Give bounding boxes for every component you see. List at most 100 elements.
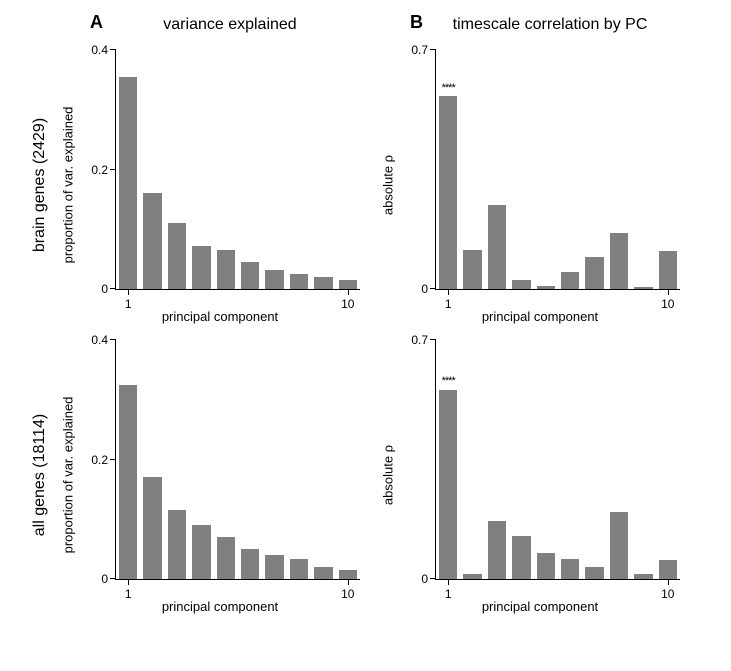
x-tick (668, 579, 669, 585)
bar (512, 280, 530, 289)
bar (610, 512, 628, 579)
y-tick (110, 578, 116, 579)
bar (241, 549, 259, 579)
x-tick-label: 10 (341, 587, 354, 601)
bar (488, 205, 506, 289)
y-axis-label: absolute ρ (381, 445, 396, 505)
bar (192, 525, 210, 579)
bar (290, 559, 308, 579)
x-tick-label: 1 (125, 297, 132, 311)
col-title-B: timescale correlation by PC (453, 16, 648, 34)
significance-label: **** (442, 375, 455, 387)
y-tick-label: 0.2 (91, 163, 108, 177)
y-tick-label: 0.7 (411, 333, 428, 347)
bar (585, 257, 603, 289)
y-tick (430, 578, 436, 579)
x-axis-label: principal component (162, 309, 278, 324)
bar (512, 536, 530, 579)
y-tick (430, 288, 436, 289)
bar (585, 567, 603, 579)
bar (143, 193, 161, 289)
x-axis-label: principal component (482, 599, 598, 614)
row-label-all-text: all genes (18114) (31, 414, 49, 536)
bar (537, 553, 555, 579)
y-tick (110, 339, 116, 340)
plot-area: 00.7110**** (435, 340, 680, 580)
row-label-brain: brain genes (2429) (20, 40, 60, 330)
figure-grid: A variance explained B timescale correla… (0, 0, 731, 630)
panel-letter-A: A (90, 12, 103, 33)
y-tick-label: 0 (421, 572, 428, 586)
row-label-brain-text: brain genes (2429) (31, 118, 49, 252)
y-tick-label: 0 (421, 282, 428, 296)
y-tick (430, 339, 436, 340)
y-tick-label: 0.4 (91, 43, 108, 57)
bar (339, 570, 357, 579)
plot-area: 00.20.4110 (115, 50, 360, 290)
bar (488, 521, 506, 579)
col-header-A: A variance explained (60, 10, 380, 40)
y-tick (430, 49, 436, 50)
y-tick (110, 49, 116, 50)
x-tick (128, 579, 129, 585)
y-tick-label: 0 (101, 282, 108, 296)
col-title-A: variance explained (163, 16, 296, 34)
y-tick (110, 288, 116, 289)
bar (168, 510, 186, 579)
y-axis-label: proportion of var. explained (61, 107, 76, 264)
bar (634, 574, 652, 579)
chart-B-bottom: 00.7110****absolute ρprincipal component (380, 330, 700, 620)
bar (463, 250, 481, 289)
bar (119, 77, 137, 289)
bar (217, 250, 235, 289)
bar (537, 286, 555, 289)
x-tick (348, 579, 349, 585)
y-tick (110, 169, 116, 170)
x-tick (348, 289, 349, 295)
col-header-B: B timescale correlation by PC (380, 10, 700, 40)
x-axis-label: principal component (482, 309, 598, 324)
y-tick-label: 0.4 (91, 333, 108, 347)
x-tick-label: 1 (445, 297, 452, 311)
x-axis-label: principal component (162, 599, 278, 614)
y-tick (110, 459, 116, 460)
y-tick-label: 0.2 (91, 453, 108, 467)
bar (192, 246, 210, 289)
bar (265, 555, 283, 579)
chart-B-top: 00.7110****absolute ρprincipal component (380, 40, 700, 330)
x-tick (448, 579, 449, 585)
bar (659, 560, 677, 579)
bar (265, 270, 283, 289)
bar (439, 96, 457, 289)
bar (463, 574, 481, 579)
x-tick-label: 1 (125, 587, 132, 601)
plot-area: 00.20.4110 (115, 340, 360, 580)
bar (168, 223, 186, 289)
chart-A-top: 00.20.4110proportion of var. explainedpr… (60, 40, 380, 330)
y-axis-label: proportion of var. explained (61, 397, 76, 554)
bar (314, 567, 332, 579)
bar (659, 251, 677, 289)
bar (241, 262, 259, 289)
bar (119, 385, 137, 579)
bar (314, 277, 332, 289)
x-tick-label: 10 (661, 587, 674, 601)
plot-area: 00.7110**** (435, 50, 680, 290)
bar (610, 233, 628, 289)
y-tick-label: 0 (101, 572, 108, 586)
row-label-all: all genes (18114) (20, 330, 60, 620)
y-tick-label: 0.7 (411, 43, 428, 57)
bar (143, 477, 161, 579)
x-tick-label: 10 (341, 297, 354, 311)
bar (439, 390, 457, 579)
bar (290, 274, 308, 289)
bar (634, 287, 652, 289)
panel-letter-B: B (410, 12, 423, 33)
bar (217, 537, 235, 579)
x-tick-label: 1 (445, 587, 452, 601)
significance-label: **** (442, 82, 455, 94)
y-axis-label: absolute ρ (381, 155, 396, 215)
bar (561, 559, 579, 579)
x-tick (448, 289, 449, 295)
x-tick-label: 10 (661, 297, 674, 311)
